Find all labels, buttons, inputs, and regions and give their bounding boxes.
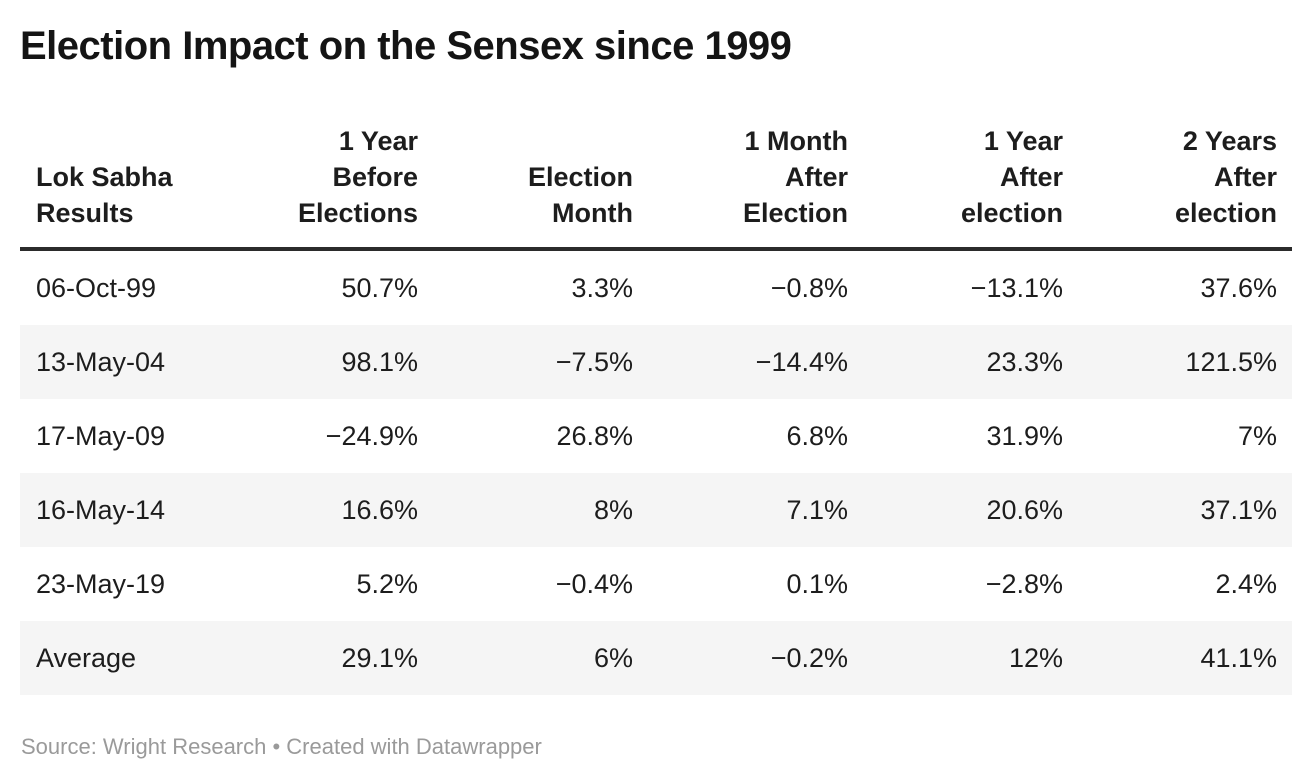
- chart-container: Election Impact on the Sensex since 1999…: [20, 24, 1292, 759]
- value-cell: 41.1%: [1200, 642, 1277, 673]
- value-cell: 121.5%: [1185, 346, 1277, 377]
- row-label-cell: Average: [36, 642, 137, 673]
- header-line: Election: [742, 198, 848, 228]
- source-attribution: Source: Wright Research • Created with D…: [21, 734, 542, 759]
- header-line: election: [1174, 198, 1277, 228]
- column-header-1-year-before-elections: 1 Year Before Elections: [218, 123, 433, 249]
- value-cell: 2.4%: [1215, 568, 1277, 599]
- row-label-cell: 23-May-19: [36, 568, 166, 599]
- table-row: 06-Oct-99 50.7% 3.3% −0.8% −13.1% 37.6%: [20, 249, 1292, 325]
- row-label-cell: 13-May-04: [36, 346, 166, 377]
- header-line: Month: [552, 198, 633, 228]
- value-cell: 0.1%: [786, 568, 848, 599]
- value-cell: 20.6%: [986, 494, 1063, 525]
- value-cell: 8%: [593, 494, 633, 525]
- column-header-election-month: Election Month: [433, 123, 648, 249]
- value-cell: −2.8%: [985, 568, 1063, 599]
- value-cell: 5.2%: [356, 568, 418, 599]
- value-cell: 26.8%: [556, 420, 633, 451]
- table-body: 06-Oct-99 50.7% 3.3% −0.8% −13.1% 37.6% …: [20, 249, 1292, 695]
- value-cell: 6.8%: [786, 420, 848, 451]
- row-label-cell: 06-Oct-99: [36, 272, 157, 303]
- table-row: 16-May-14 16.6% 8% 7.1% 20.6% 37.1%: [20, 473, 1292, 547]
- column-header-2-years-after-election: 2 Years After election: [1078, 123, 1292, 249]
- header-line: 1 Month: [744, 126, 848, 156]
- header-line: Elections: [297, 198, 418, 228]
- header-line: Lok Sabha: [36, 162, 173, 192]
- header-line: election: [960, 198, 1063, 228]
- column-header-lok-sabha-results: Lok Sabha Results: [20, 123, 218, 249]
- row-label-cell: 16-May-14: [36, 494, 166, 525]
- value-cell: 37.1%: [1200, 494, 1277, 525]
- table-row: 17-May-09 −24.9% 26.8% 6.8% 31.9% 7%: [20, 399, 1292, 473]
- value-cell: 98.1%: [341, 346, 418, 377]
- row-label-cell: 17-May-09: [36, 420, 166, 451]
- value-cell: 7%: [1237, 420, 1277, 451]
- value-cell: 16.6%: [341, 494, 418, 525]
- table-row-average: Average 29.1% 6% −0.2% 12% 41.1%: [20, 621, 1292, 695]
- header-line: Results: [36, 198, 134, 228]
- header-line: 2 Years: [1182, 126, 1277, 156]
- value-cell: −13.1%: [970, 272, 1063, 303]
- value-cell: −0.4%: [555, 568, 633, 599]
- value-cell: −0.8%: [770, 272, 848, 303]
- page-title: Election Impact on the Sensex since 1999: [20, 24, 792, 68]
- header-line: Election: [527, 162, 633, 192]
- column-header-1-year-after-election: 1 Year After election: [863, 123, 1078, 249]
- value-cell: 37.6%: [1200, 272, 1277, 303]
- value-cell: 12%: [1008, 642, 1063, 673]
- value-cell: 50.7%: [341, 272, 418, 303]
- election-impact-table: Lok Sabha Results 1 Year Before Election…: [20, 123, 1292, 695]
- header-line: 1 Year: [338, 126, 418, 156]
- value-cell: −7.5%: [555, 346, 633, 377]
- value-cell: −0.2%: [770, 642, 848, 673]
- table-header-row: Lok Sabha Results 1 Year Before Election…: [20, 123, 1292, 249]
- value-cell: −24.9%: [325, 420, 418, 451]
- header-line: After: [784, 162, 848, 192]
- value-cell: 6%: [593, 642, 633, 673]
- table-header: Lok Sabha Results 1 Year Before Election…: [20, 123, 1292, 249]
- table-row: 13-May-04 98.1% −7.5% −14.4% 23.3% 121.5…: [20, 325, 1292, 399]
- value-cell: 23.3%: [986, 346, 1063, 377]
- value-cell: 3.3%: [571, 272, 633, 303]
- header-line: After: [1213, 162, 1277, 192]
- header-line: 1 Year: [983, 126, 1063, 156]
- column-header-1-month-after-election: 1 Month After Election: [648, 123, 863, 249]
- table-row: 23-May-19 5.2% −0.4% 0.1% −2.8% 2.4%: [20, 547, 1292, 621]
- value-cell: 31.9%: [986, 420, 1063, 451]
- value-cell: 7.1%: [786, 494, 848, 525]
- value-cell: −14.4%: [755, 346, 848, 377]
- value-cell: 29.1%: [341, 642, 418, 673]
- header-line: After: [999, 162, 1063, 192]
- header-line: Before: [332, 162, 418, 192]
